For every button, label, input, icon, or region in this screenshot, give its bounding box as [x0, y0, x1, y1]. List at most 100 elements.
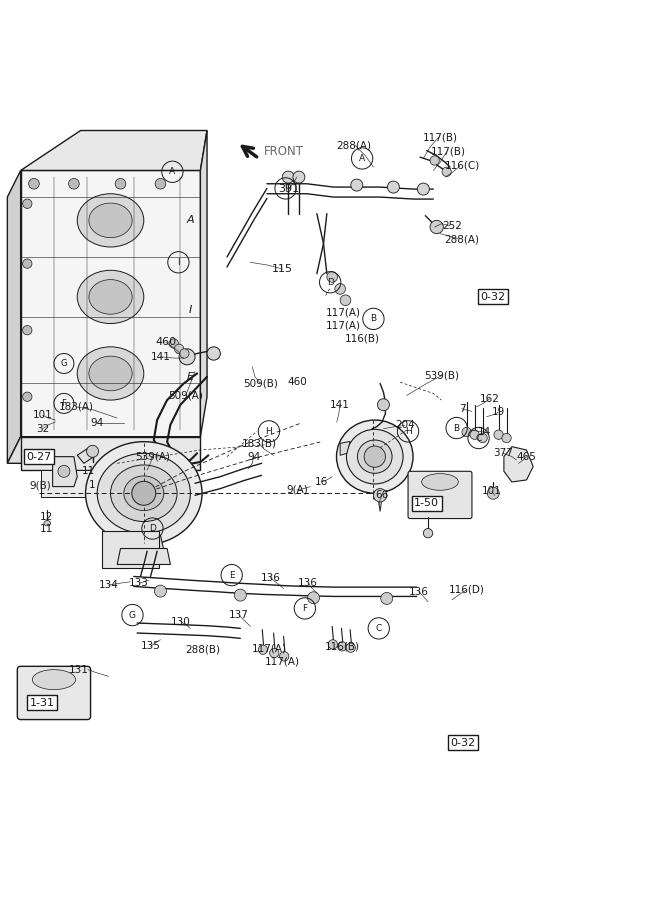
Text: E: E [229, 571, 235, 580]
Ellipse shape [58, 465, 70, 477]
Ellipse shape [77, 270, 144, 323]
Circle shape [234, 590, 246, 601]
Polygon shape [340, 441, 350, 455]
Text: 134: 134 [99, 580, 119, 590]
Polygon shape [7, 170, 21, 464]
Circle shape [442, 167, 452, 176]
Ellipse shape [44, 520, 51, 526]
Text: 0-32: 0-32 [481, 292, 506, 302]
Text: 183(B): 183(B) [241, 438, 276, 448]
Circle shape [115, 178, 126, 189]
Text: 135: 135 [141, 642, 160, 652]
Text: 204: 204 [395, 420, 415, 430]
Circle shape [23, 259, 32, 268]
Circle shape [29, 178, 39, 189]
Text: D: D [327, 278, 334, 287]
Polygon shape [504, 446, 533, 482]
Circle shape [430, 156, 440, 165]
Text: 460: 460 [155, 338, 176, 347]
Text: 7: 7 [459, 404, 466, 414]
Circle shape [279, 652, 289, 661]
Text: A: A [169, 167, 175, 176]
Text: I: I [177, 257, 179, 266]
Circle shape [69, 178, 79, 189]
Circle shape [462, 428, 472, 436]
Text: 136: 136 [409, 587, 429, 597]
Ellipse shape [124, 476, 164, 510]
Text: 116(B): 116(B) [325, 642, 360, 652]
Text: 136: 136 [260, 572, 280, 583]
Circle shape [470, 430, 480, 439]
Text: C: C [376, 624, 382, 633]
Ellipse shape [422, 473, 458, 491]
Text: H: H [405, 427, 412, 436]
Text: 101: 101 [33, 410, 53, 420]
Text: 117(A): 117(A) [326, 307, 361, 317]
Circle shape [378, 399, 390, 410]
Circle shape [269, 648, 279, 658]
FancyBboxPatch shape [102, 531, 159, 569]
Ellipse shape [89, 203, 132, 238]
Circle shape [87, 446, 99, 457]
Circle shape [23, 199, 32, 209]
Circle shape [179, 349, 189, 358]
Circle shape [418, 183, 430, 195]
Text: 288(A): 288(A) [444, 234, 480, 244]
Text: 391: 391 [278, 184, 299, 194]
Text: 509(A): 509(A) [168, 391, 203, 401]
Text: 377: 377 [494, 448, 513, 458]
Circle shape [23, 326, 32, 335]
Text: 288(A): 288(A) [336, 140, 371, 150]
Text: FRONT: FRONT [263, 145, 303, 158]
Polygon shape [21, 170, 200, 436]
Text: E: E [187, 372, 194, 382]
Ellipse shape [89, 356, 132, 391]
Text: 117(B): 117(B) [430, 147, 466, 157]
Ellipse shape [77, 346, 144, 400]
Text: 137: 137 [229, 610, 249, 620]
Circle shape [351, 179, 363, 191]
Circle shape [340, 295, 351, 306]
Text: 101: 101 [482, 486, 502, 496]
Circle shape [155, 178, 166, 189]
Text: 130: 130 [171, 616, 190, 626]
Circle shape [364, 446, 386, 467]
Polygon shape [200, 130, 207, 436]
Circle shape [169, 338, 178, 348]
Text: I: I [284, 184, 287, 193]
Text: 117(A): 117(A) [251, 644, 286, 653]
Ellipse shape [336, 420, 413, 493]
Circle shape [258, 645, 267, 654]
Ellipse shape [32, 670, 75, 689]
Circle shape [338, 642, 347, 651]
Text: 162: 162 [480, 393, 500, 404]
Text: 1: 1 [89, 481, 96, 491]
Text: 183(A): 183(A) [59, 401, 93, 411]
Text: 509(B): 509(B) [243, 378, 277, 389]
Text: B: B [454, 424, 460, 433]
Ellipse shape [111, 465, 177, 522]
Ellipse shape [97, 454, 190, 533]
Text: 9(B): 9(B) [30, 481, 51, 491]
Circle shape [494, 430, 503, 439]
Polygon shape [7, 436, 200, 464]
Text: 16: 16 [315, 477, 328, 487]
Text: 115: 115 [271, 264, 293, 274]
Text: B: B [370, 314, 376, 323]
Text: 141: 141 [151, 352, 170, 362]
Circle shape [346, 643, 356, 652]
Text: 19: 19 [492, 407, 505, 417]
Circle shape [381, 592, 393, 605]
Text: 288(B): 288(B) [185, 644, 220, 654]
Circle shape [374, 489, 387, 502]
Text: 32: 32 [36, 424, 49, 434]
Text: 133: 133 [129, 578, 149, 588]
Polygon shape [117, 548, 171, 564]
Text: A: A [187, 215, 194, 225]
Text: 1-50: 1-50 [414, 499, 439, 508]
Circle shape [328, 640, 338, 649]
Circle shape [424, 528, 433, 538]
FancyBboxPatch shape [408, 472, 472, 518]
Text: 539(B): 539(B) [424, 371, 460, 381]
Circle shape [282, 171, 294, 183]
